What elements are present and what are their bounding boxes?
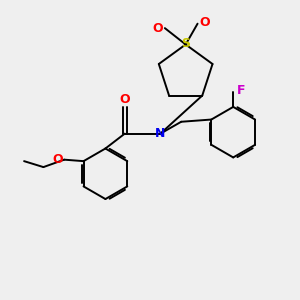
Text: F: F [236, 84, 245, 97]
Text: O: O [200, 16, 210, 29]
Text: O: O [52, 153, 63, 166]
Text: O: O [152, 22, 163, 34]
Text: N: N [155, 127, 166, 140]
Text: S: S [181, 37, 190, 50]
Text: O: O [119, 93, 130, 106]
